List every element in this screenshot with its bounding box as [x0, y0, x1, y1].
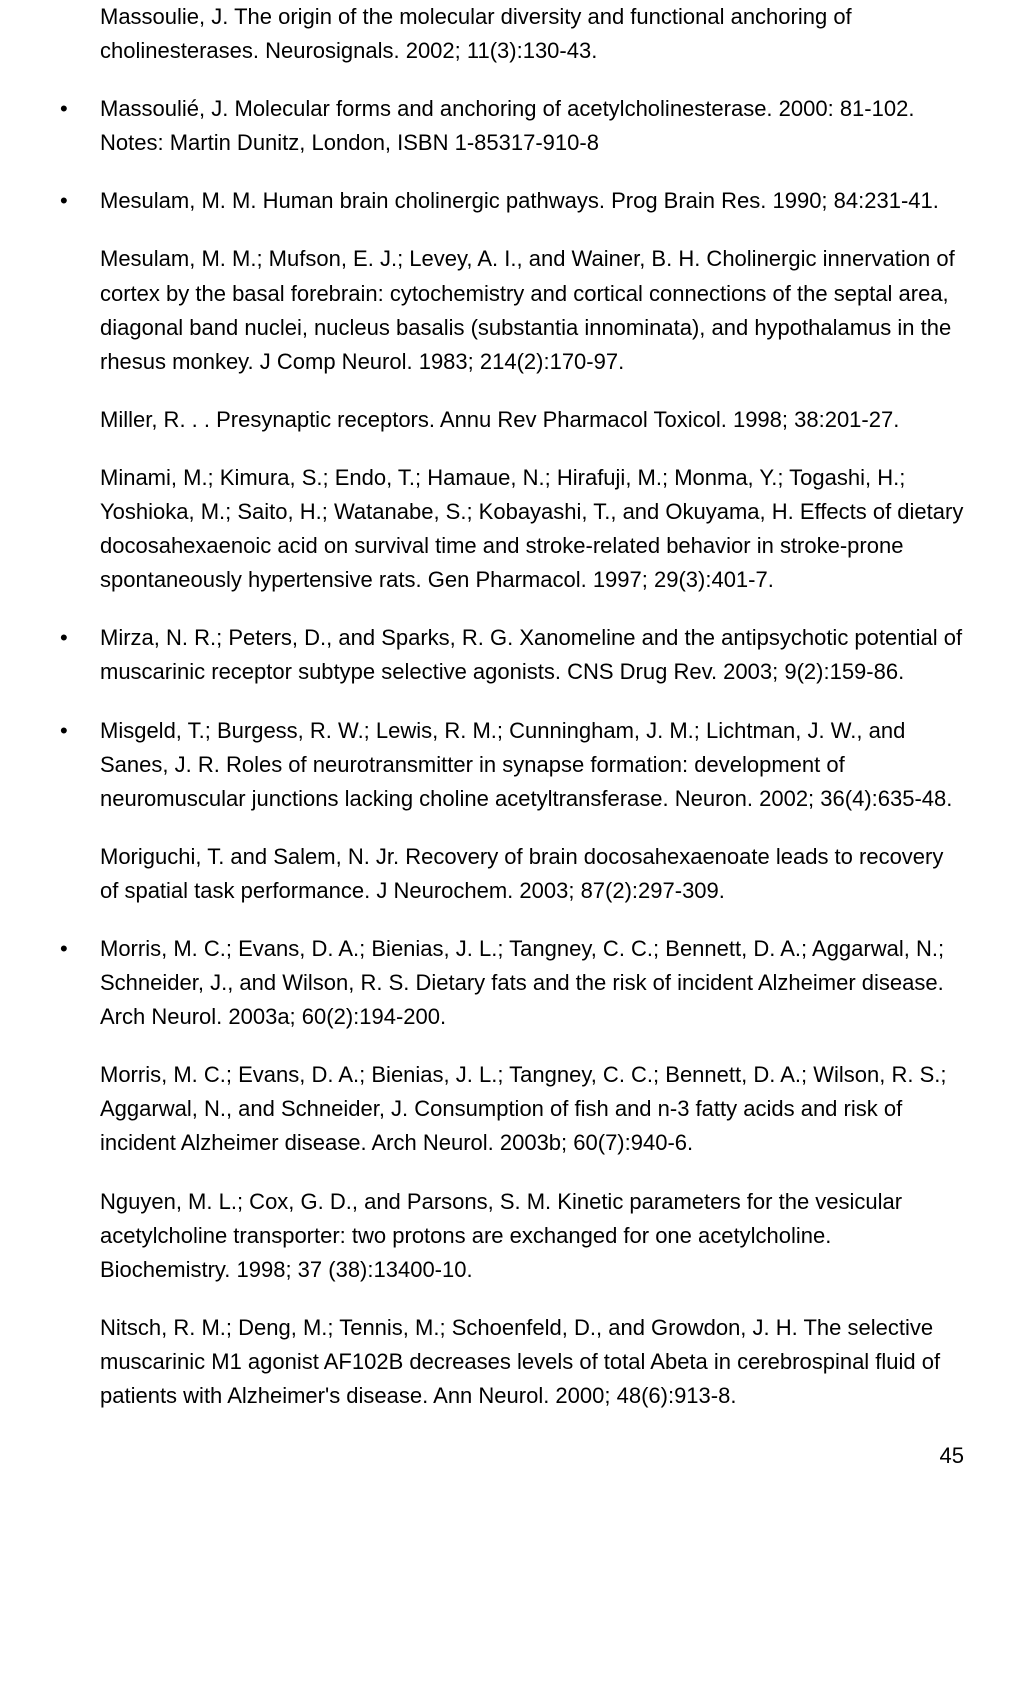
reference-item: Massoulié, J. Molecular forms and anchor…	[60, 92, 964, 160]
reference-item: Massoulie, J. The origin of the molecula…	[60, 0, 964, 68]
reference-text: Morris, M. C.; Evans, D. A.; Bienias, J.…	[100, 1058, 964, 1160]
reference-text: Nguyen, M. L.; Cox, G. D., and Parsons, …	[100, 1185, 964, 1287]
reference-item: Nguyen, M. L.; Cox, G. D., and Parsons, …	[60, 1185, 964, 1287]
reference-text: Massoulié, J. Molecular forms and anchor…	[100, 92, 964, 160]
reference-text: Nitsch, R. M.; Deng, M.; Tennis, M.; Sch…	[100, 1311, 964, 1413]
reference-item: Mesulam, M. M. Human brain cholinergic p…	[60, 184, 964, 218]
references-list: Massoulie, J. The origin of the molecula…	[60, 0, 964, 1413]
reference-text: Mesulam, M. M.; Mufson, E. J.; Levey, A.…	[100, 242, 964, 378]
reference-text: Mesulam, M. M. Human brain cholinergic p…	[100, 184, 964, 218]
reference-item: Minami, M.; Kimura, S.; Endo, T.; Hamaue…	[60, 461, 964, 597]
reference-item: Miller, R. . . Presynaptic receptors. An…	[60, 403, 964, 437]
reference-item: Misgeld, T.; Burgess, R. W.; Lewis, R. M…	[60, 714, 964, 816]
page-number: 45	[60, 1443, 964, 1469]
reference-item: Nitsch, R. M.; Deng, M.; Tennis, M.; Sch…	[60, 1311, 964, 1413]
reference-item: Morris, M. C.; Evans, D. A.; Bienias, J.…	[60, 932, 964, 1034]
reference-text: Miller, R. . . Presynaptic receptors. An…	[100, 403, 964, 437]
reference-item: Morris, M. C.; Evans, D. A.; Bienias, J.…	[60, 1058, 964, 1160]
reference-text: Moriguchi, T. and Salem, N. Jr. Recovery…	[100, 840, 964, 908]
reference-text: Massoulie, J. The origin of the molecula…	[100, 0, 964, 68]
reference-item: Moriguchi, T. and Salem, N. Jr. Recovery…	[60, 840, 964, 908]
reference-item: Mirza, N. R.; Peters, D., and Sparks, R.…	[60, 621, 964, 689]
reference-text: Misgeld, T.; Burgess, R. W.; Lewis, R. M…	[100, 714, 964, 816]
reference-item: Mesulam, M. M.; Mufson, E. J.; Levey, A.…	[60, 242, 964, 378]
reference-text: Minami, M.; Kimura, S.; Endo, T.; Hamaue…	[100, 461, 964, 597]
reference-text: Mirza, N. R.; Peters, D., and Sparks, R.…	[100, 621, 964, 689]
reference-text: Morris, M. C.; Evans, D. A.; Bienias, J.…	[100, 932, 964, 1034]
